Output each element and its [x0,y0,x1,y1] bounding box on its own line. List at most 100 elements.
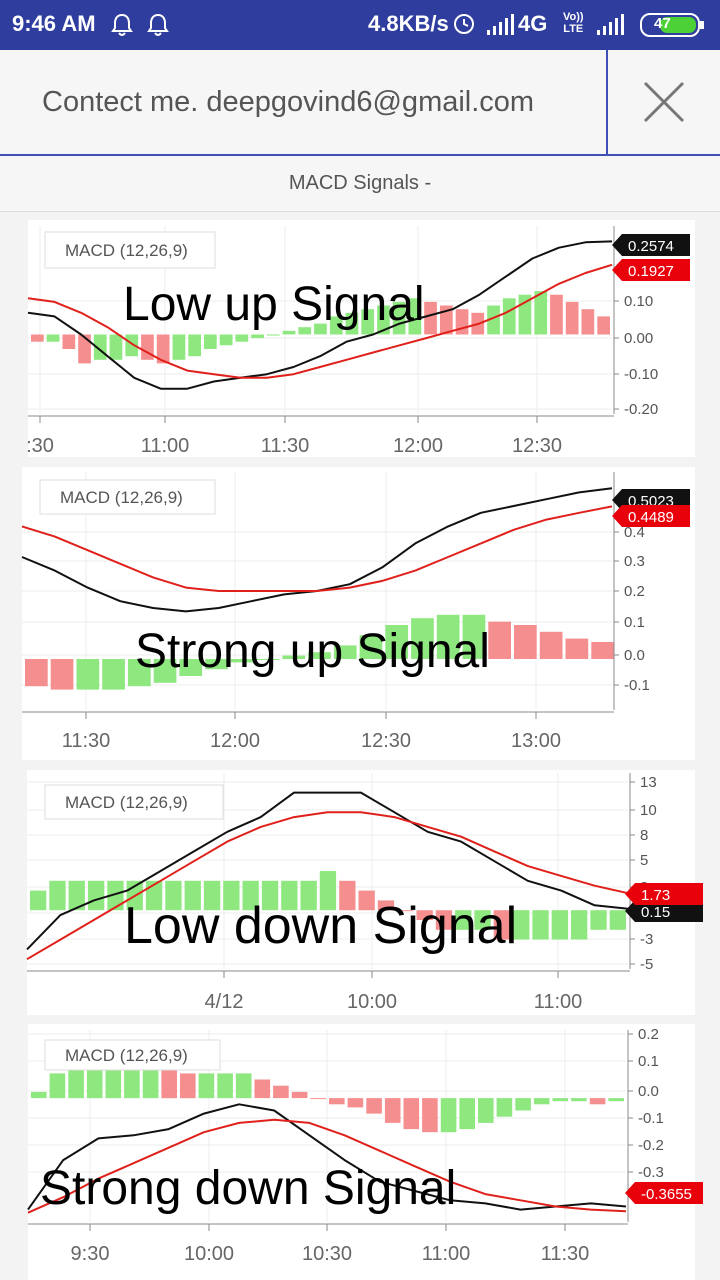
histogram-bar [347,1098,364,1108]
signal-value-label-tag [612,259,690,281]
y-tick-label: 0.00 [624,330,653,347]
x-tick-label: :30 [26,435,54,457]
x-tick-label: 4/12 [205,991,244,1013]
histogram-bar [219,334,233,346]
histogram-bar [515,1098,531,1111]
x-tick-label: 11:30 [62,730,111,752]
histogram-bar [514,625,537,659]
signal-value-label-tag [612,505,690,527]
y-tick-label: 0.4 [624,524,645,541]
histogram-bar [88,880,105,911]
histogram-bar [435,910,453,930]
histogram-bar [128,659,151,687]
histogram-bar [62,334,76,349]
close-icon [643,81,685,123]
x-tick-label: 11:30 [541,1243,590,1265]
histogram-bar [408,298,422,335]
signal-line [26,811,629,961]
signal-line [21,505,613,592]
clock-icon [452,10,476,43]
histogram-bar [198,1073,215,1099]
histogram-bar [416,910,433,920]
histogram-bar [217,1073,233,1099]
histogram-bar [68,880,85,911]
indicator-label: MACD (12,26,9) [65,793,188,812]
histogram-bar [590,910,607,930]
section-subtitle: MACD Signals - [0,157,720,212]
histogram-bar [49,880,66,911]
macd-value-label-tag [612,234,690,256]
histogram-bar [102,659,125,690]
histogram-bar [107,880,124,911]
x-tick-label: 12:00 [210,730,260,752]
histogram-bar [359,635,383,659]
y-tick-label: -0.1 [624,677,650,694]
subtitle-text: MACD Signals - [288,172,432,194]
histogram-bar [550,294,563,335]
histogram-bar [105,1067,122,1099]
histogram-bar [345,312,359,335]
y-tick-label: -3 [640,931,653,948]
signal-annotation: Low down Signal [124,897,517,955]
histogram-bar [565,301,579,335]
histogram-bar [377,900,395,911]
histogram-bar [76,659,100,690]
histogram-bar [591,642,614,659]
histogram-bar [179,659,203,676]
battery-icon: 47 [640,12,706,43]
histogram-bar [46,334,60,342]
histogram-bar [180,1073,196,1099]
close-button[interactable] [608,50,720,154]
status-time: 9:46 AM [12,11,96,36]
histogram-bar [462,614,486,659]
histogram-bar [361,309,374,335]
y-tick-label: -0.1 [638,1110,664,1127]
histogram-bar [256,659,280,660]
histogram-bar [319,871,337,911]
histogram-bar [282,330,296,335]
x-tick-label: 12:00 [393,435,443,457]
network-type: 4G [518,11,548,36]
histogram-bar [422,1098,438,1133]
histogram-bar [281,880,298,911]
histogram-bar [551,910,568,940]
histogram-bar [608,1098,624,1102]
histogram-bar [397,910,414,912]
histogram-bar [493,910,510,940]
y-tick-label: 0.0 [624,647,645,664]
signal-value-label: -0.3655 [641,1186,692,1203]
y-tick-label: 8 [640,827,648,844]
histogram-bar [474,910,491,930]
contact-text: Contect me. deepgovind6@gmail.com [42,86,535,118]
histogram-bar [581,309,595,335]
macd-chart-strong-down: 0.2 0.1 0.0 -0.1 -0.2 -0.3 9:30 10:00 10:30 11:00… [0,1022,720,1280]
histogram-bar [533,1098,550,1105]
histogram-bar [459,1098,475,1130]
y-tick-label: -5 [640,956,653,973]
x-tick-label: 10:00 [347,991,397,1013]
indicator-box [44,784,224,820]
histogram-bar [392,301,406,335]
histogram-bar [30,890,47,911]
signal-icon [596,14,624,41]
histogram-bar [242,880,259,911]
histogram-bar [31,334,44,342]
y-tick-label: -0.3 [638,1164,664,1181]
macd-value-label: 0.2574 [628,238,674,255]
histogram-bar [502,298,516,335]
y-tick-label: -0.10 [624,366,658,383]
histogram-bar [403,1098,420,1130]
histogram-bar [552,1098,569,1102]
macd-value-label: 0.15 [641,904,670,921]
y-tick-label: 0.2 [638,1026,659,1043]
x-tick-label: 12:30 [512,435,562,457]
histogram-bar [235,1073,252,1099]
histogram-bar [534,291,548,335]
indicator-label: MACD (12,26,9) [65,241,188,260]
signal-value-label: 0.4489 [628,509,674,526]
y-tick-label: 10 [640,802,657,819]
x-tick-label: 10:30 [302,1243,352,1265]
y-tick-label: 0.1 [638,1053,659,1070]
histogram-bar [261,880,279,911]
x-tick-label: 11:00 [422,1243,471,1265]
